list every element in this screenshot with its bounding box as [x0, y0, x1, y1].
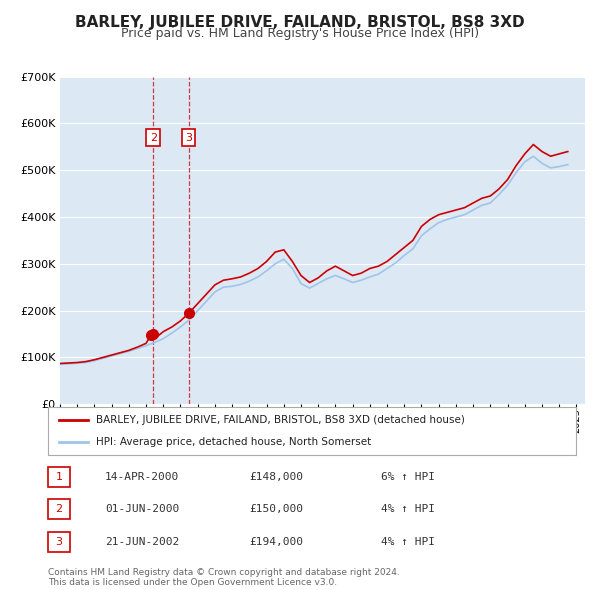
Text: 6% ↑ HPI: 6% ↑ HPI	[381, 472, 435, 481]
Text: 2: 2	[56, 504, 62, 514]
FancyBboxPatch shape	[48, 467, 70, 487]
Text: 4% ↑ HPI: 4% ↑ HPI	[381, 504, 435, 514]
Text: £148,000: £148,000	[249, 472, 303, 481]
Text: 21-JUN-2002: 21-JUN-2002	[105, 537, 179, 546]
Text: 3: 3	[56, 537, 62, 546]
Text: BARLEY, JUBILEE DRIVE, FAILAND, BRISTOL, BS8 3XD: BARLEY, JUBILEE DRIVE, FAILAND, BRISTOL,…	[75, 15, 525, 30]
Text: £150,000: £150,000	[249, 504, 303, 514]
Text: HPI: Average price, detached house, North Somerset: HPI: Average price, detached house, Nort…	[95, 437, 371, 447]
Text: 2: 2	[150, 133, 157, 143]
Text: 01-JUN-2000: 01-JUN-2000	[105, 504, 179, 514]
Text: Contains HM Land Registry data © Crown copyright and database right 2024.
This d: Contains HM Land Registry data © Crown c…	[48, 568, 400, 587]
Text: 14-APR-2000: 14-APR-2000	[105, 472, 179, 481]
Text: BARLEY, JUBILEE DRIVE, FAILAND, BRISTOL, BS8 3XD (detached house): BARLEY, JUBILEE DRIVE, FAILAND, BRISTOL,…	[95, 415, 464, 425]
Text: 3: 3	[185, 133, 192, 143]
FancyBboxPatch shape	[48, 499, 70, 519]
Text: 4% ↑ HPI: 4% ↑ HPI	[381, 537, 435, 546]
FancyBboxPatch shape	[48, 532, 70, 552]
Text: 1: 1	[56, 472, 62, 481]
Text: Price paid vs. HM Land Registry's House Price Index (HPI): Price paid vs. HM Land Registry's House …	[121, 27, 479, 40]
Text: £194,000: £194,000	[249, 537, 303, 546]
